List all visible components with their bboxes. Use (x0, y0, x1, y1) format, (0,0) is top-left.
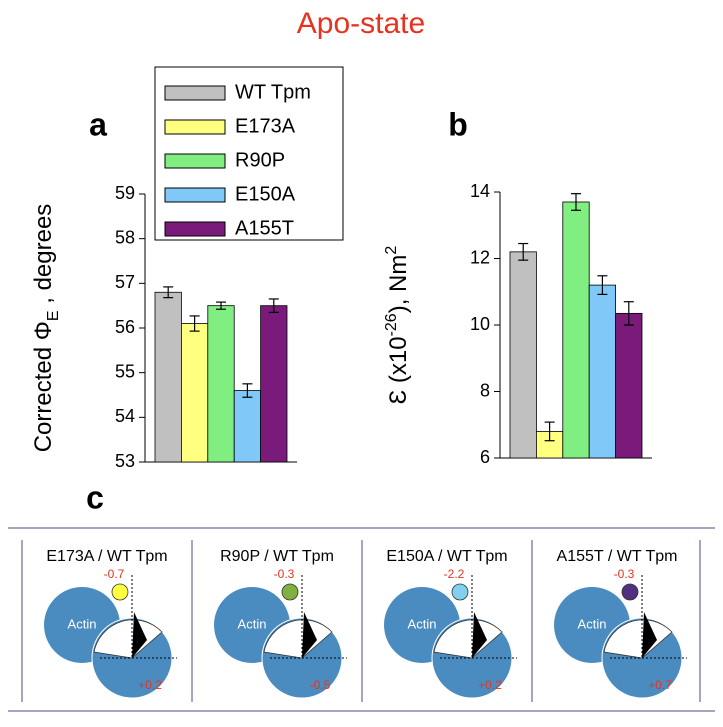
legend-swatch (164, 221, 226, 237)
legend-swatch (164, 187, 226, 203)
y-tick-label: 57 (115, 272, 135, 292)
y-tick-label: 53 (115, 451, 135, 471)
top-value: -2.2 (444, 567, 465, 581)
tpm-circle (111, 583, 129, 601)
y-axis-label-part: , degrees (30, 204, 57, 311)
legend-label: E150A (235, 183, 296, 205)
y-tick-label: 8 (480, 380, 490, 400)
figure-title: Apo-state (297, 7, 425, 40)
bar (207, 305, 235, 463)
legend-label: WT Tpm (235, 81, 311, 103)
y-tick-label: 10 (470, 314, 490, 334)
y-tick-label: 59 (115, 183, 135, 203)
y-tick-label: 54 (115, 406, 135, 426)
y-tick-label: 56 (115, 317, 135, 337)
fan (472, 612, 487, 658)
panel-title: R90P / WT Tpm (220, 548, 334, 565)
bar (588, 284, 617, 459)
legend-label: R90P (235, 149, 285, 171)
actin-label: Actin (408, 616, 437, 631)
fan (132, 612, 147, 658)
legend-swatch (164, 153, 226, 169)
error-bar (623, 301, 634, 326)
legend-swatch (164, 119, 226, 135)
bar (233, 390, 261, 463)
error-bar (189, 315, 200, 332)
y-axis-label-part: -26 (383, 313, 400, 336)
fan (642, 612, 657, 658)
error-bar (268, 298, 279, 313)
bar (180, 323, 209, 463)
bar (509, 251, 537, 459)
y-axis-label: Corrected ΦE , degrees (30, 204, 61, 453)
panel-label: b (448, 106, 468, 142)
error-bar (163, 286, 174, 299)
y-axis-label: Ɛ (x10-26), Nm2 (383, 246, 413, 405)
bottom-value: -0.5 (310, 678, 331, 692)
panel-label: c (86, 479, 104, 515)
bar (562, 201, 590, 459)
domain-wedge (433, 619, 503, 659)
error-bar (571, 193, 581, 211)
top-value: -0.7 (104, 567, 125, 581)
bar (154, 291, 182, 463)
panel-title: A155T / WT Tpm (557, 548, 678, 565)
panel-title: E173A / WT Tpm (46, 548, 167, 565)
panel-title: E150A / WT Tpm (386, 548, 507, 565)
error-bar (216, 301, 226, 310)
y-tick-label: 58 (115, 227, 135, 247)
y-axis-label-part: 2 (383, 246, 400, 255)
y-axis-label-part: Ɛ (x10 (385, 336, 412, 404)
fan (302, 612, 317, 658)
tpm-circle (451, 583, 469, 601)
tpm-circle (281, 583, 299, 601)
actin-label: Actin (68, 616, 97, 631)
y-axis-label-part: Corrected Φ (30, 321, 57, 452)
y-tick-label: 6 (480, 447, 490, 467)
bottom-value: +0.2 (478, 678, 502, 692)
tpm-circle (621, 583, 639, 601)
y-axis-label-part: E (45, 310, 62, 321)
actin-label: Actin (578, 616, 607, 631)
bar (536, 430, 564, 459)
error-bar (518, 242, 529, 261)
bottom-value: +0.2 (138, 678, 162, 692)
y-tick-label: 14 (470, 181, 490, 201)
domain-wedge (263, 619, 333, 659)
error-bar (597, 275, 608, 296)
domain-wedge (603, 619, 673, 659)
panel-label: a (89, 106, 107, 142)
y-tick-label: 12 (470, 247, 490, 267)
legend-label: E173A (235, 115, 296, 137)
error-bar (544, 421, 555, 442)
domain-wedge (93, 619, 163, 659)
bar (260, 305, 288, 463)
error-bar (242, 383, 253, 398)
bar (615, 312, 643, 459)
legend-swatch (164, 85, 226, 101)
bottom-value: +0.7 (648, 678, 672, 692)
top-value: -0.3 (614, 567, 635, 581)
actin-label: Actin (238, 616, 267, 631)
y-tick-label: 55 (115, 361, 135, 381)
top-value: -0.3 (274, 567, 295, 581)
y-axis-label-part: ), Nm (385, 255, 412, 314)
legend-label: A155T (235, 217, 294, 239)
